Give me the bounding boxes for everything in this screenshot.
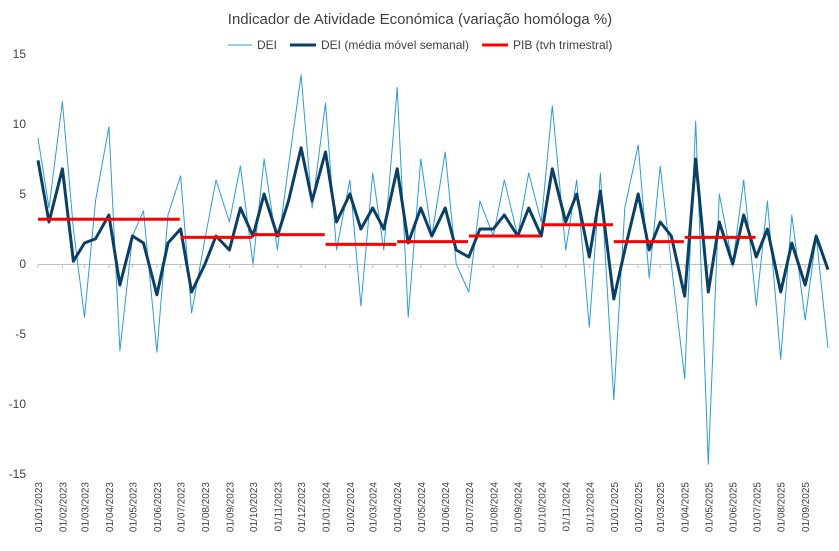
y-axis: 15 10 5 0 -5 -10 -15 [9, 47, 27, 481]
x-tick-label: 01/02/2025 [634, 482, 645, 532]
x-tick-label: 01/03/2024 [369, 482, 380, 532]
x-tick-label: 01/01/2023 [34, 482, 45, 532]
dei-mm-series-line [36, 146, 830, 301]
legend-label-dei: DEI [257, 38, 277, 52]
x-tick-label: 01/12/2024 [585, 482, 596, 532]
x-axis: 01/01/2023 01/02/2023 01/03/2023 01/04/2023… [34, 264, 828, 532]
series-layer [36, 74, 830, 465]
x-tick-label: 01/03/2023 [80, 482, 91, 532]
x-tick-label: 01/04/2025 [681, 482, 692, 532]
x-tick-label: 01/02/2023 [58, 482, 69, 532]
y-tick-label: 0 [19, 257, 26, 271]
x-tick-label: 01/12/2023 [297, 482, 308, 532]
dei-series-line [37, 74, 829, 465]
x-tick-label: 01/03/2025 [656, 482, 667, 532]
x-tick-label: 01/11/2023 [273, 482, 284, 532]
y-tick-label: 10 [13, 117, 27, 131]
x-tick-label: 01/05/2025 [704, 482, 715, 532]
x-tick-label: 01/07/2023 [177, 482, 188, 532]
legend-label-pib: PIB (tvh trimestral) [513, 38, 612, 52]
x-tick-label: 01/09/2025 [801, 482, 812, 532]
y-tick-label: -10 [9, 397, 27, 411]
y-tick-label: -15 [9, 467, 27, 481]
x-tick-label: 01/07/2025 [752, 482, 763, 532]
x-tick-label: 01/11/2024 [562, 482, 573, 532]
x-tick-label: 01/09/2024 [514, 482, 525, 532]
x-tick-label: 01/10/2024 [537, 482, 548, 532]
y-tick-label: 5 [19, 187, 26, 201]
x-tick-label: 01/01/2024 [321, 482, 332, 532]
chart-title: Indicador de Atividade Económica (variaç… [228, 11, 612, 28]
x-tick-label: 01/07/2024 [465, 482, 476, 532]
x-tick-label: 01/10/2023 [249, 482, 260, 532]
x-tick-label: 01/01/2025 [610, 482, 621, 532]
x-tick-label: 01/02/2024 [346, 482, 357, 532]
x-tick-label: 01/08/2025 [777, 482, 788, 532]
x-tick-label: 01/05/2024 [417, 482, 428, 532]
x-tick-label: 01/06/2024 [441, 482, 452, 532]
x-tick-label: 01/06/2025 [729, 482, 740, 532]
x-tick-label: 01/08/2024 [489, 482, 500, 532]
x-tick-label: 01/08/2023 [201, 482, 212, 532]
x-tick-label: 01/09/2023 [225, 482, 236, 532]
legend: DEI DEI (média móvel semanal) PIB (tvh t… [228, 38, 612, 52]
x-tick-label: 01/04/2023 [105, 482, 116, 532]
x-tick-label: 01/05/2023 [129, 482, 140, 532]
y-tick-label: -5 [15, 327, 26, 341]
legend-label-dei-mm: DEI (média móvel semanal) [321, 38, 469, 52]
y-tick-label: 15 [13, 47, 27, 61]
x-tick-label: 01/04/2024 [393, 482, 404, 532]
x-tick-label: 01/06/2023 [153, 482, 164, 532]
